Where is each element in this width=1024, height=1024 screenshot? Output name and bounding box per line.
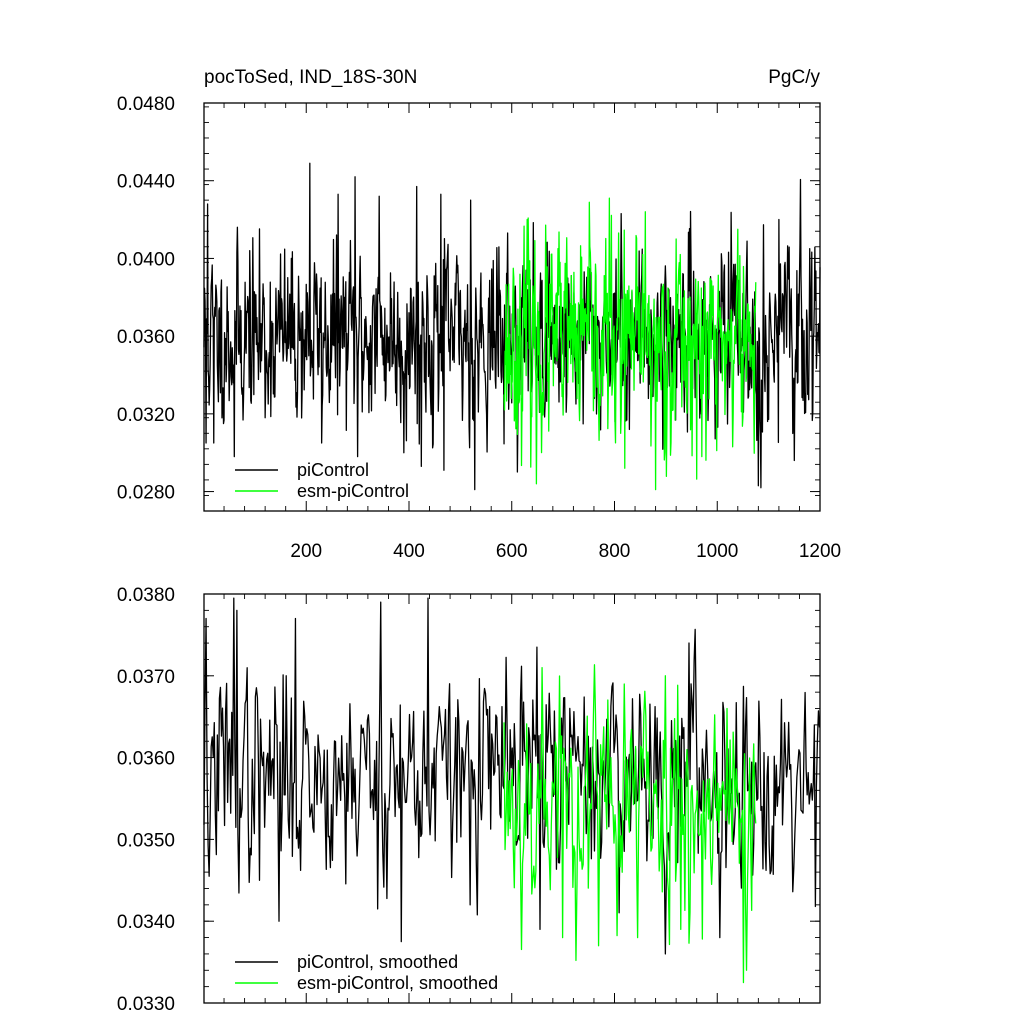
- panel-top-frame: [203, 102, 821, 512]
- panel-top-legend: piControl esm-piControl: [235, 460, 409, 501]
- panel-top-ticks: [204, 102, 821, 512]
- y-tick-label: 0.0480: [117, 94, 175, 115]
- panel-bottom-lines: [203, 597, 821, 984]
- x-tick-label: 1200: [799, 541, 841, 562]
- y-tick-label: 0.0440: [117, 172, 175, 193]
- panel-top-y-tick-labels: 0.0280 0.0320 0.0360 0.0400 0.0440 0.0480: [117, 94, 175, 504]
- panel-bottom-frame: [203, 593, 821, 1004]
- series-line-esm-picontrol: [503, 197, 757, 491]
- panel-bottom-y-tick-labels: 0.0330 0.0340 0.0350 0.0360 0.0370 0.0380: [117, 585, 175, 1015]
- y-tick-label: 0.0320: [117, 405, 175, 426]
- legend-label-esm-picontrol-smoothed: esm-piControl, smoothed: [297, 973, 498, 993]
- y-tick-label: 0.0280: [117, 483, 175, 504]
- x-tick-label: 600: [496, 541, 528, 562]
- y-tick-label: 0.0350: [117, 830, 175, 851]
- x-tick-label: 1000: [696, 541, 738, 562]
- panel-top-units: PgC/y: [768, 67, 820, 88]
- panel-top-title: pocToSed, IND_18S-30N: [204, 67, 417, 88]
- panel-top-x-tick-labels: 200 400 600 800 1000 1200: [290, 541, 841, 562]
- y-tick-label: 0.0370: [117, 667, 175, 688]
- panel-top-lines: [203, 162, 821, 491]
- panel-bottom-legend: piControl, smoothed esm-piControl, smoot…: [235, 952, 498, 993]
- y-tick-label: 0.0340: [117, 912, 175, 933]
- y-tick-label: 0.0400: [117, 249, 175, 270]
- y-tick-label: 0.0360: [117, 749, 175, 770]
- x-tick-label: 800: [599, 541, 631, 562]
- y-tick-label: 0.0360: [117, 327, 175, 348]
- y-tick-label: 0.0380: [117, 585, 175, 606]
- legend-label-picontrol: piControl: [297, 460, 369, 480]
- y-tick-label: 0.0330: [117, 994, 175, 1015]
- panel-bottom: 0.0330 0.0340 0.0350 0.0360 0.0370 0.0380 piC…: [117, 585, 821, 1015]
- legend-label-esm-picontrol: esm-piControl: [297, 481, 409, 501]
- legend-label-picontrol-smoothed: piControl, smoothed: [297, 952, 458, 972]
- x-tick-label: 400: [393, 541, 425, 562]
- panel-top: pocToSed, IND_18S-30N PgC/y 0.0280 0.0320…: [117, 67, 841, 562]
- series-line-picontrol-smoothed: [203, 597, 821, 955]
- x-tick-label: 200: [290, 541, 322, 562]
- series-line-esm-picontrol-smoothed: [503, 664, 757, 984]
